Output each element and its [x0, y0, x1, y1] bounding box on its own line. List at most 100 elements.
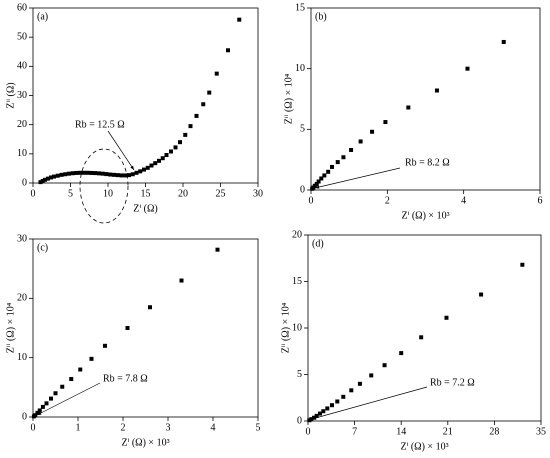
data-point: [383, 120, 388, 125]
plot-frame: [310, 7, 541, 191]
data-point: [325, 406, 330, 411]
data-point: [520, 262, 525, 267]
data-point: [309, 417, 314, 422]
data-point: [358, 139, 363, 144]
x-tick-label: 4: [211, 422, 216, 433]
panel-label: (c): [37, 242, 48, 253]
x-axis-label: Zⁱ (Ω) × 10³: [121, 437, 169, 448]
x-tick-label: 3: [166, 422, 171, 433]
data-point: [341, 394, 346, 399]
data-point: [501, 39, 506, 44]
y-tick-label: 20: [17, 293, 27, 304]
data-point: [335, 160, 340, 165]
x-tick-label: 20: [178, 188, 188, 199]
y-tick-label: 0: [22, 411, 27, 422]
data-point: [70, 171, 75, 176]
data-point: [173, 145, 178, 150]
data-point: [134, 170, 139, 175]
y-tick-label: 60: [17, 2, 27, 13]
y-tick-label: 10: [295, 63, 305, 74]
x-axis-label: Zⁱ (Ω) × 10³: [401, 210, 449, 221]
data-point: [465, 66, 470, 71]
data-point: [142, 167, 146, 172]
data-point: [138, 169, 143, 174]
y-tick-label: 40: [17, 61, 27, 72]
data-point: [115, 173, 120, 178]
data-point: [349, 388, 354, 393]
y-tick-label: 15: [292, 276, 302, 287]
y-tick-label: 0: [22, 177, 27, 188]
y-tick-label: 0: [297, 415, 302, 426]
data-point: [37, 408, 42, 413]
data-point: [311, 415, 316, 420]
x-tick-label: 14: [396, 426, 406, 437]
data-point: [40, 178, 45, 183]
x-tick-label: 5: [68, 188, 73, 199]
data-point: [59, 172, 64, 177]
data-point: [157, 158, 161, 163]
data-point: [78, 367, 83, 372]
y-tick-label: 50: [17, 31, 27, 42]
data-point: [169, 149, 173, 154]
data-point: [82, 170, 86, 175]
annotation: Rb = 12.5 Ω: [75, 119, 125, 130]
x-tick-label: 2: [385, 195, 390, 206]
x-tick-label: 15: [141, 188, 151, 199]
data-point: [326, 169, 331, 174]
data-point: [149, 163, 154, 168]
y-tick-label: 30: [17, 90, 27, 101]
data-point: [60, 384, 65, 389]
data-point: [207, 90, 212, 95]
x-tick-label: 7: [352, 426, 357, 437]
y-axis-label: Zⁱⁱ (Ω) × 10⁴: [5, 302, 16, 353]
x-tick-label: 6: [538, 195, 543, 206]
data-point: [406, 105, 411, 110]
data-point: [69, 377, 74, 382]
x-tick-label: 0: [306, 426, 311, 437]
data-point: [49, 175, 53, 180]
data-point: [319, 176, 324, 181]
data-point: [357, 381, 362, 386]
data-point: [103, 343, 107, 348]
x-tick-label: 0: [31, 422, 36, 433]
y-tick-label: 5: [297, 369, 302, 380]
data-point: [444, 315, 449, 320]
x-tick-label: 0: [31, 188, 36, 199]
data-point: [67, 171, 71, 176]
x-tick-label: 5: [256, 422, 261, 433]
data-point: [43, 177, 47, 182]
annotation: Rb = 7.2 Ω: [430, 377, 475, 388]
data-point: [419, 335, 424, 340]
data-point: [33, 413, 38, 418]
data-point: [399, 351, 404, 356]
data-point: [160, 156, 165, 161]
data-point: [237, 17, 242, 22]
data-point: [40, 404, 45, 409]
data-point: [63, 172, 68, 177]
data-point: [104, 172, 109, 177]
data-point: [93, 171, 98, 176]
plot-frame: [32, 238, 259, 418]
y-axis-label: Zⁱⁱ (Ω) × 10⁴: [283, 73, 294, 124]
x-tick-label: 28: [489, 426, 499, 437]
x-tick-label: 4: [461, 195, 466, 206]
data-point: [97, 171, 101, 176]
x-tick-label: 2: [121, 422, 126, 433]
data-point: [44, 401, 49, 406]
data-point: [178, 140, 182, 145]
annotation-arrow: [314, 167, 401, 189]
data-point: [341, 155, 346, 160]
annotation: Rb = 8.2 Ω: [405, 157, 450, 168]
data-point: [214, 71, 219, 76]
data-point: [127, 173, 131, 178]
panel-label: (a): [37, 11, 48, 22]
y-tick-label: 15: [295, 2, 305, 13]
data-point: [108, 172, 113, 177]
annotation-arrow: [107, 130, 135, 171]
data-point: [85, 170, 90, 175]
y-axis-label: Zⁱⁱ (Ω) × 10⁴: [280, 302, 291, 353]
x-tick-label: 1: [76, 422, 81, 433]
data-point: [74, 170, 79, 175]
data-point: [100, 171, 105, 176]
